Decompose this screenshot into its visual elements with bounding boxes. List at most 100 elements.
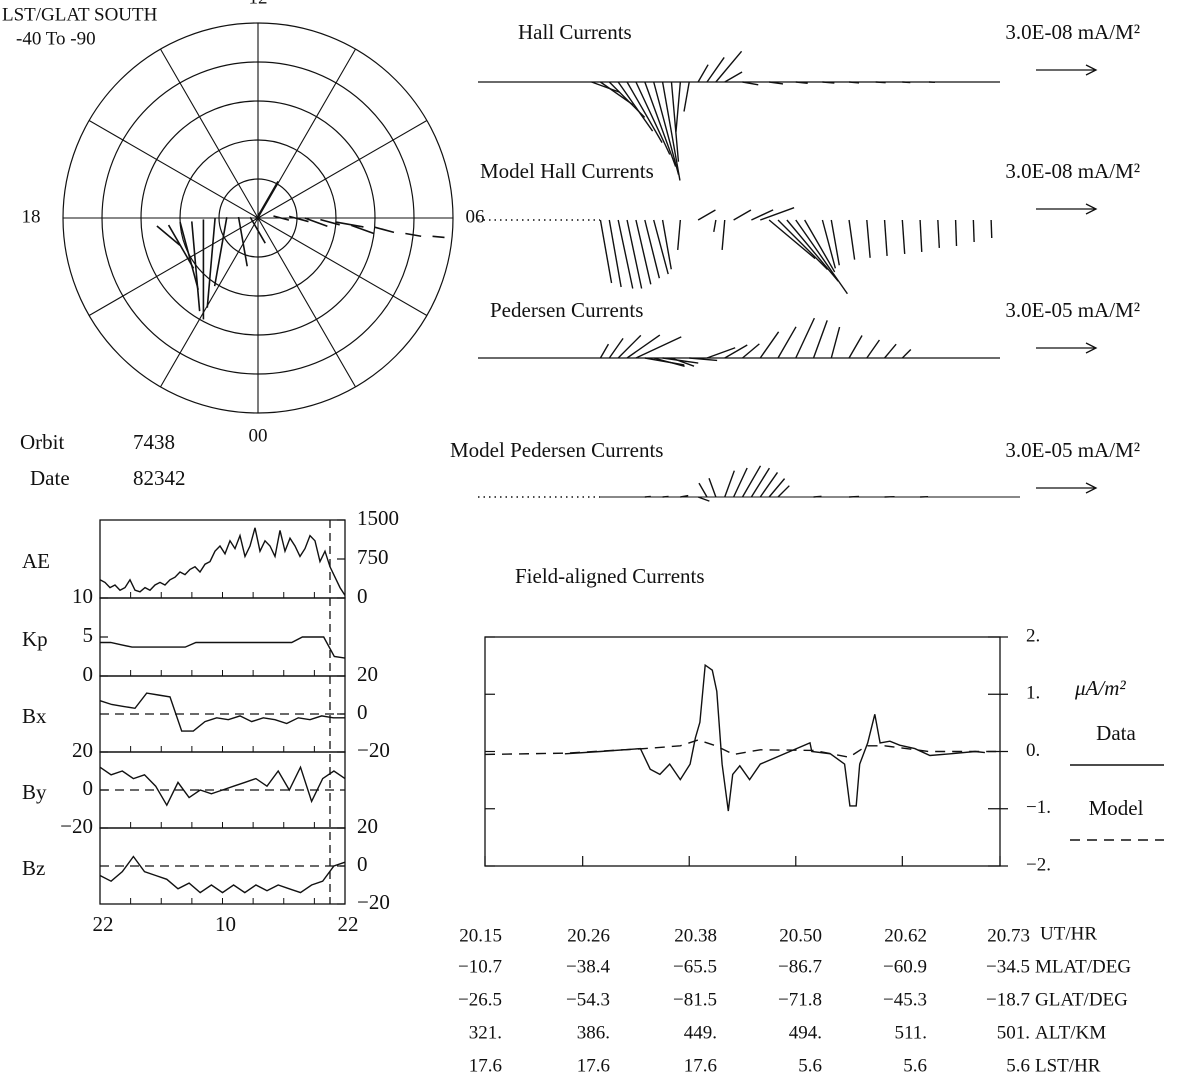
y-tick-label: 2. xyxy=(1026,625,1040,646)
panel-label: Bx xyxy=(22,704,47,728)
current-vector xyxy=(875,81,886,84)
current-vector xyxy=(724,470,735,498)
current-vector xyxy=(795,219,848,295)
current-vector xyxy=(683,81,690,112)
y-tick-label: −2. xyxy=(1026,854,1051,875)
current-vector xyxy=(972,219,975,243)
current-vector xyxy=(179,221,199,290)
table-cell: −34.5 xyxy=(986,956,1030,977)
y-tick-label: −20 xyxy=(357,890,390,914)
date-label: Date xyxy=(30,466,70,490)
current-vector xyxy=(777,485,790,498)
fac-line xyxy=(564,663,985,812)
current-vector xyxy=(626,334,661,359)
current-vector xyxy=(821,219,837,269)
current-vector xyxy=(849,495,860,498)
x-tick-label: 20.50 xyxy=(779,925,822,946)
current-vector xyxy=(768,478,786,498)
current-vector xyxy=(724,344,748,359)
y-tick-label: −20 xyxy=(357,738,390,762)
current-vector xyxy=(715,50,743,83)
table-cell: 511. xyxy=(894,1022,927,1043)
table-cell: −45.3 xyxy=(883,989,927,1010)
current-vector xyxy=(706,57,725,83)
orbit-label: Orbit xyxy=(20,430,64,454)
current-vector xyxy=(644,219,661,279)
table-cell: −38.4 xyxy=(566,956,610,977)
panel-label: By xyxy=(22,780,47,804)
scale-label: 3.0E-08 mA/M² xyxy=(1005,159,1140,183)
current-vector xyxy=(759,331,780,359)
lst-label: 18 xyxy=(22,206,41,227)
y-tick-label: 20 xyxy=(357,814,378,838)
current-vector xyxy=(697,496,710,502)
current-vector xyxy=(990,219,993,239)
current-vector xyxy=(689,357,718,362)
row-label: LST/HR xyxy=(1035,1055,1101,1076)
table-cell: −86.7 xyxy=(778,956,822,977)
y-axis-label: μA/m² xyxy=(1074,676,1126,700)
table-cell: −60.9 xyxy=(883,956,927,977)
scale-label: 3.0E-05 mA/M² xyxy=(1005,438,1140,462)
current-vector xyxy=(167,224,195,269)
x-tick-label: 20.62 xyxy=(884,925,927,946)
current-vector xyxy=(599,343,610,359)
current-vector xyxy=(156,225,181,246)
current-vector xyxy=(680,494,689,498)
index-line xyxy=(100,636,346,659)
legend-label: Data xyxy=(1096,721,1136,745)
current-vector xyxy=(617,219,634,289)
y-tick-label: −20 xyxy=(60,814,93,838)
current-vector xyxy=(813,495,822,498)
current-vector xyxy=(721,219,726,250)
y-tick-label: 20 xyxy=(72,738,93,762)
x-tick-label: 20.26 xyxy=(567,925,610,946)
current-vector xyxy=(644,81,677,167)
current-vector xyxy=(901,219,906,254)
current-vector xyxy=(777,219,829,270)
current-vector xyxy=(822,81,835,84)
y-tick-label: 1500 xyxy=(357,506,399,530)
index-line xyxy=(99,855,346,894)
spoke xyxy=(257,217,356,388)
spoke xyxy=(160,217,259,388)
table-cell: −26.5 xyxy=(458,989,502,1010)
polar-subtitle: -40 To -90 xyxy=(16,28,96,49)
current-vector xyxy=(351,224,375,235)
index-line xyxy=(99,692,345,732)
current-vector xyxy=(662,495,669,498)
row-label: MLAT/DEG xyxy=(1035,956,1131,977)
current-vector xyxy=(653,219,669,275)
panel-label: AE xyxy=(22,549,50,573)
current-vector xyxy=(661,81,681,181)
y-tick-label: 5 xyxy=(83,623,94,647)
table-cell: 449. xyxy=(684,1022,717,1043)
table-cell: −81.5 xyxy=(673,989,717,1010)
current-vector xyxy=(795,81,808,84)
current-vector xyxy=(206,217,216,308)
y-tick-label: 10 xyxy=(72,584,93,608)
arrow-head xyxy=(1085,203,1098,215)
fac-line xyxy=(484,739,1000,758)
current-vector xyxy=(795,317,816,359)
current-vector xyxy=(626,219,643,289)
table-cell: 17.6 xyxy=(469,1055,502,1076)
current-vector xyxy=(741,465,762,498)
current-vector xyxy=(902,81,911,84)
current-vector xyxy=(617,81,654,132)
scale-label: 3.0E-08 mA/M² xyxy=(1005,20,1140,44)
table-cell: −18.7 xyxy=(986,989,1030,1010)
current-vector xyxy=(257,181,279,217)
current-vector xyxy=(742,81,759,86)
current-vector xyxy=(608,337,624,359)
current-vector xyxy=(653,357,685,367)
current-vector xyxy=(848,81,860,84)
current-vector xyxy=(671,357,695,367)
current-vector xyxy=(733,209,752,221)
current-vector xyxy=(777,326,797,359)
current-vector xyxy=(249,216,266,244)
current-vector xyxy=(901,349,912,359)
x-tick-label: 10 xyxy=(215,912,236,936)
current-vector xyxy=(635,336,682,359)
index-line xyxy=(99,765,346,807)
